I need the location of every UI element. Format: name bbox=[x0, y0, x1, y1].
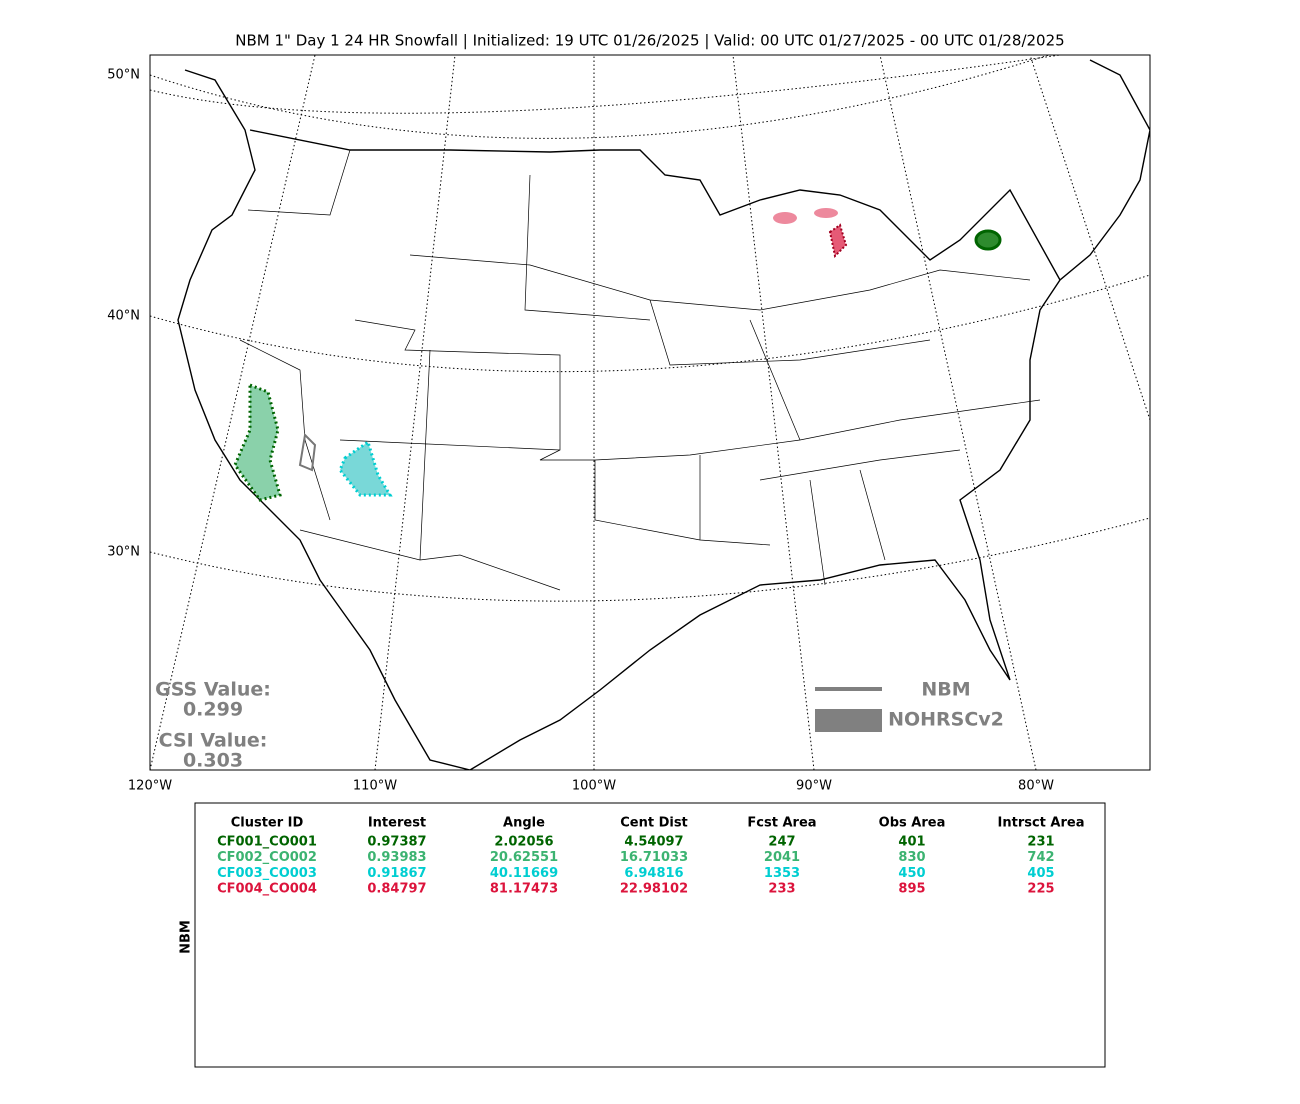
table-header: Fcst Area bbox=[747, 816, 816, 831]
table-cell: 405 bbox=[1027, 866, 1054, 881]
obs-cluster bbox=[338, 439, 393, 497]
table-cell: CF001_CO001 bbox=[217, 835, 317, 850]
table-cell: 81.17473 bbox=[490, 882, 558, 897]
table-cell: 22.98102 bbox=[620, 882, 688, 897]
legend-label: NBM bbox=[921, 679, 970, 701]
lon-label: 100°W bbox=[572, 779, 616, 794]
csi-label: CSI Value: bbox=[159, 730, 268, 752]
state-border bbox=[239, 149, 1041, 591]
table-cell: 401 bbox=[898, 835, 925, 850]
table-cell: 895 bbox=[898, 882, 925, 897]
table-cell: 225 bbox=[1027, 882, 1054, 897]
table-cell: CF003_CO003 bbox=[217, 866, 317, 881]
table-cell: 450 bbox=[898, 866, 925, 881]
table-cell: 20.62551 bbox=[490, 850, 558, 865]
legend-label: NOHRSCv2 bbox=[888, 709, 1004, 731]
table-cell: 0.97387 bbox=[367, 835, 426, 850]
gss-value: 0.299 bbox=[183, 699, 243, 721]
table-header: Cluster ID bbox=[231, 816, 304, 831]
table-cell: 2041 bbox=[764, 850, 800, 865]
table-cell: CF002_CO002 bbox=[217, 850, 317, 865]
legend-swatch bbox=[815, 709, 882, 732]
fcst-cluster bbox=[298, 432, 317, 472]
table-cell: 247 bbox=[768, 835, 795, 850]
table-cell: 1353 bbox=[764, 866, 800, 881]
gss-label: GSS Value: bbox=[155, 679, 271, 701]
table-header: Intrsct Area bbox=[998, 816, 1085, 831]
table-cell: 0.93983 bbox=[367, 850, 426, 865]
lon-label: 80°W bbox=[1018, 779, 1054, 794]
table-cell: 4.54097 bbox=[624, 835, 683, 850]
table-cell: 231 bbox=[1027, 835, 1054, 850]
table-cell: 233 bbox=[768, 882, 795, 897]
lon-label: 110°W bbox=[353, 779, 397, 794]
table-header: Cent Dist bbox=[620, 816, 688, 831]
title: NBM 1" Day 1 24 HR Snowfall | Initialize… bbox=[235, 32, 1064, 50]
obs-cluster bbox=[828, 223, 848, 259]
table-cell: 0.84797 bbox=[367, 882, 426, 897]
meridian bbox=[150, 55, 1150, 770]
table-cell: 0.91867 bbox=[367, 866, 426, 881]
map-frame bbox=[149, 54, 1151, 771]
map bbox=[150, 55, 1150, 770]
obs-cluster bbox=[773, 212, 797, 224]
parallel bbox=[150, 55, 1061, 114]
lat-label: 50°N bbox=[107, 68, 140, 83]
lon-label: 120°W bbox=[128, 779, 172, 794]
table-cell: 40.11669 bbox=[490, 866, 558, 881]
obs-cluster bbox=[974, 229, 1002, 251]
table-side-label: NBM bbox=[179, 920, 194, 954]
table-cell: 16.71033 bbox=[620, 850, 688, 865]
table-cell: 742 bbox=[1027, 850, 1054, 865]
table-frame bbox=[194, 802, 1106, 1068]
table-cell: 2.02056 bbox=[494, 835, 553, 850]
table-cell: 830 bbox=[898, 850, 925, 865]
obs-cluster bbox=[814, 208, 838, 218]
obs-cluster bbox=[233, 382, 282, 502]
csi-value: 0.303 bbox=[183, 750, 243, 772]
table-header: Obs Area bbox=[879, 816, 946, 831]
lat-label: 40°N bbox=[107, 309, 140, 324]
table-header: Interest bbox=[368, 816, 426, 831]
parallel bbox=[150, 517, 1150, 602]
parallel bbox=[150, 274, 1150, 373]
lat-label: 30°N bbox=[107, 545, 140, 560]
table-cell: 6.94816 bbox=[624, 866, 683, 881]
coastline bbox=[177, 59, 1150, 770]
lon-label: 90°W bbox=[796, 779, 832, 794]
table-cell: CF004_CO004 bbox=[217, 882, 317, 897]
table-header: Angle bbox=[503, 816, 545, 831]
